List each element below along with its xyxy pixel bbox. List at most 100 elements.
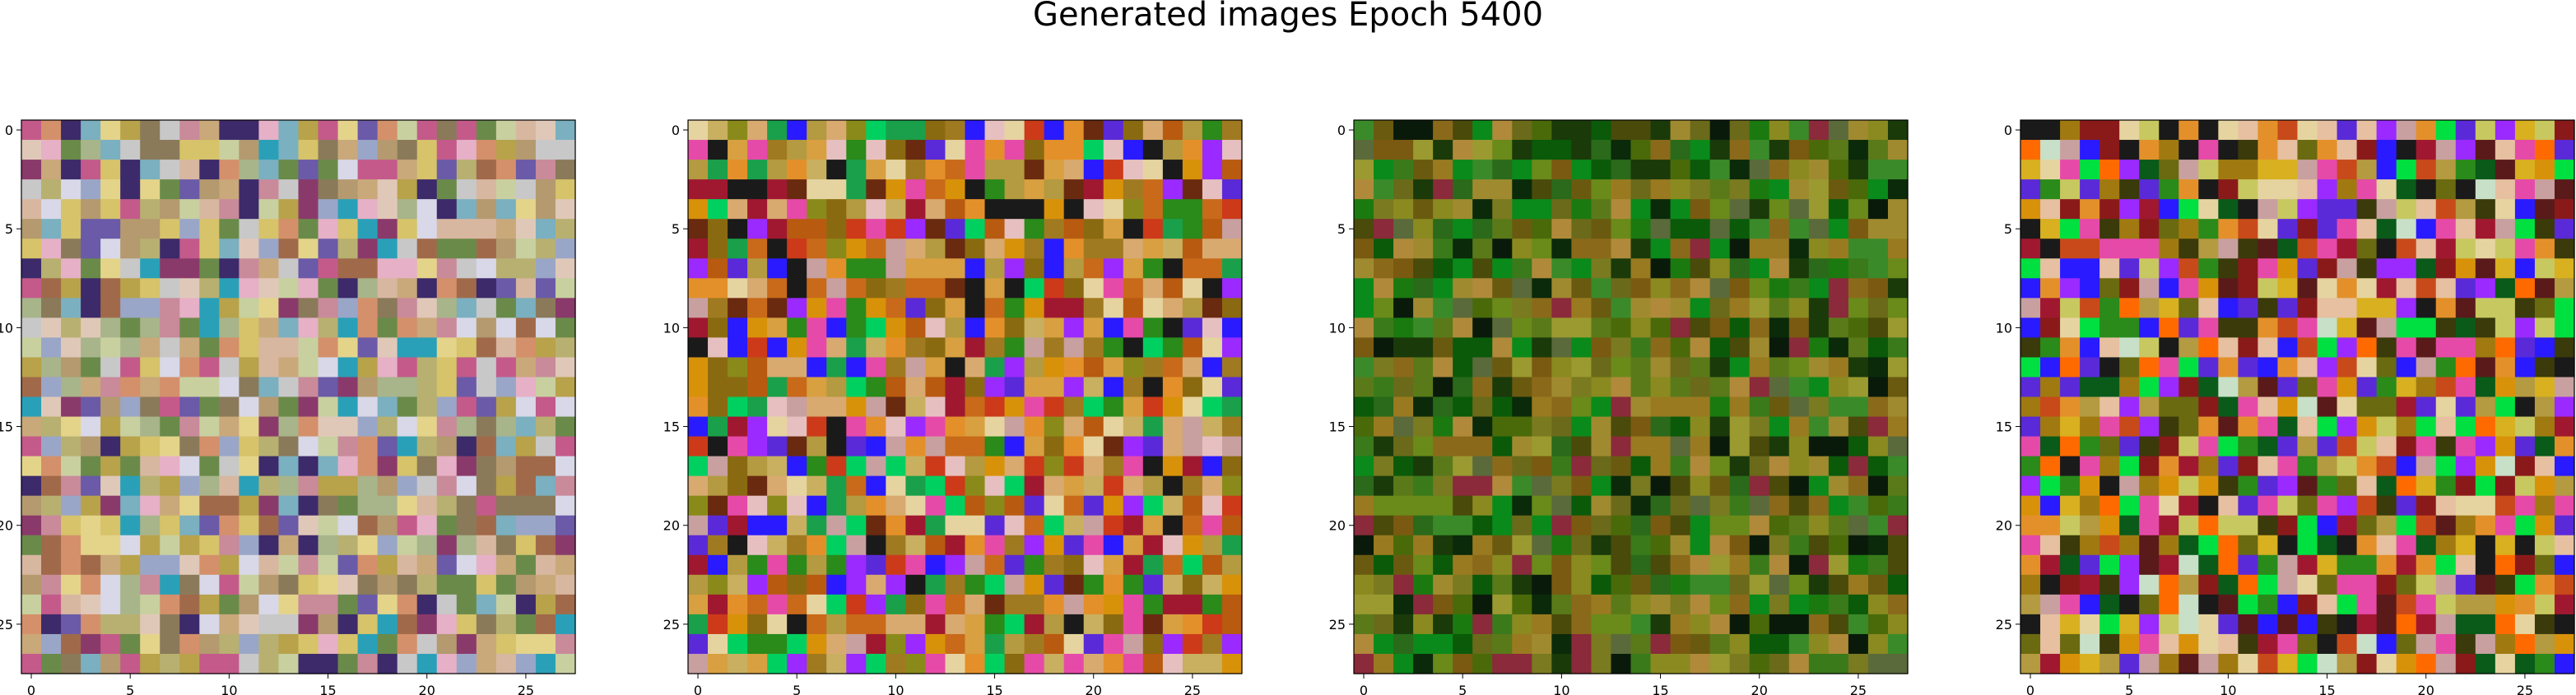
pixel-cell: [2198, 258, 2219, 279]
pixel-cell: [2515, 634, 2536, 655]
pixel-cell: [2535, 397, 2555, 418]
pixel-cell: [2337, 595, 2358, 615]
pixel-cell: [2377, 476, 2397, 497]
pixel-cell: [2377, 219, 2397, 239]
pixel-cell: [2218, 417, 2239, 438]
pixel-cell: [2337, 258, 2358, 279]
pixel-cell: [2456, 337, 2476, 358]
pixel-cell: [2377, 535, 2397, 556]
pixel-cell: [2318, 160, 2338, 180]
pixel-cell: [2020, 160, 2041, 180]
pixel-cell: [2119, 516, 2140, 536]
pixel-cell: [2397, 258, 2417, 279]
pixel-cell: [2277, 614, 2298, 635]
pixel-cell: [2238, 357, 2258, 378]
pixel-cell: [2198, 516, 2219, 536]
pixel-cell: [2277, 120, 2298, 141]
pixel-cell: [2456, 417, 2476, 438]
pixel-cell: [2099, 199, 2120, 220]
pixel-cell: [2119, 476, 2140, 497]
pixel-cell: [2298, 476, 2318, 497]
pixel-cell: [2238, 516, 2258, 536]
pixel-cell: [2060, 654, 2081, 674]
pixel-cell: [2337, 456, 2358, 477]
pixel-cell: [2318, 634, 2338, 655]
pixel-cell: [2099, 258, 2120, 279]
pixel-cell: [2377, 555, 2397, 576]
pixel-cell: [2298, 179, 2318, 200]
pixel-cell: [2436, 179, 2457, 200]
pixel-cell: [2277, 258, 2298, 279]
pixel-cell: [2337, 575, 2358, 595]
pixel-cell: [2337, 278, 2358, 299]
pixel-cell: [2198, 278, 2219, 299]
pixel-cell: [2119, 258, 2140, 279]
pixel-cell: [2277, 239, 2298, 259]
pixel-cell: [2277, 595, 2298, 615]
pixel-cell: [2535, 258, 2555, 279]
pixel-cell: [2357, 258, 2378, 279]
pixel-cell: [2436, 476, 2457, 497]
pixel-cell: [2159, 555, 2179, 576]
pixel-cell: [2555, 555, 2575, 576]
pixel-cell: [2238, 437, 2258, 457]
y-tick-label: 0: [2004, 123, 2012, 138]
pixel-cell: [2080, 298, 2100, 318]
pixel-cell: [2238, 496, 2258, 517]
pixel-cell: [2495, 595, 2516, 615]
pixel-cell: [2298, 258, 2318, 279]
pixel-cell: [2040, 417, 2061, 438]
pixel-cell: [2337, 634, 2358, 655]
pixel-cell: [2476, 298, 2496, 318]
pixel-cell: [2555, 634, 2575, 655]
pixel-cell: [2456, 377, 2476, 397]
pixel-cell: [2416, 417, 2437, 438]
pixel-cell: [2357, 437, 2378, 457]
pixel-cell: [2178, 535, 2199, 556]
pixel-cell: [2040, 298, 2061, 318]
pixel-cell: [2099, 516, 2120, 536]
pixel-cell: [2397, 575, 2417, 595]
pixel-cell: [2476, 397, 2496, 418]
pixel-cell: [2119, 160, 2140, 180]
pixel-cell: [2139, 160, 2160, 180]
pixel-cell: [2357, 377, 2378, 397]
pixel-cell: [2178, 239, 2199, 259]
pixel-cell: [2218, 476, 2239, 497]
pixel-cell: [2436, 535, 2457, 556]
pixel-cell: [2159, 258, 2179, 279]
pixel-cell: [2060, 575, 2081, 595]
pixel-cell: [2238, 199, 2258, 220]
pixel-cell: [2337, 179, 2358, 200]
pixel-cell: [2218, 456, 2239, 477]
pixel-cell: [2476, 377, 2496, 397]
pixel-cell: [2040, 219, 2061, 239]
pixel-cell: [2257, 219, 2278, 239]
pixel-cell: [2555, 278, 2575, 299]
pixel-cell: [2515, 496, 2536, 517]
pixel-cell: [2357, 199, 2378, 220]
pixel-cell: [2218, 317, 2239, 338]
pixel-cell: [2099, 535, 2120, 556]
pixel-cell: [2139, 535, 2160, 556]
pixel-cell: [2298, 317, 2318, 338]
pixel-cell: [2060, 258, 2081, 279]
pixel-cell: [2060, 199, 2081, 220]
pixel-cell: [2139, 377, 2160, 397]
pixel-cell: [2357, 219, 2378, 239]
pixel-cell: [2397, 417, 2417, 438]
pixel-cell: [2436, 239, 2457, 259]
pixel-cell: [2099, 614, 2120, 635]
pixel-cell: [2040, 357, 2061, 378]
pixel-cell: [2515, 258, 2536, 279]
pixel-cell: [2298, 456, 2318, 477]
pixel-cell: [2555, 337, 2575, 358]
pixel-cell: [2198, 496, 2219, 517]
pixel-cell: [2080, 516, 2100, 536]
pixel-cell: [2139, 298, 2160, 318]
pixel-cell: [2198, 397, 2219, 418]
pixel-cell: [2397, 397, 2417, 418]
pixel-cell: [2277, 357, 2298, 378]
pixel-cell: [2277, 555, 2298, 576]
pixel-cell: [2555, 496, 2575, 517]
